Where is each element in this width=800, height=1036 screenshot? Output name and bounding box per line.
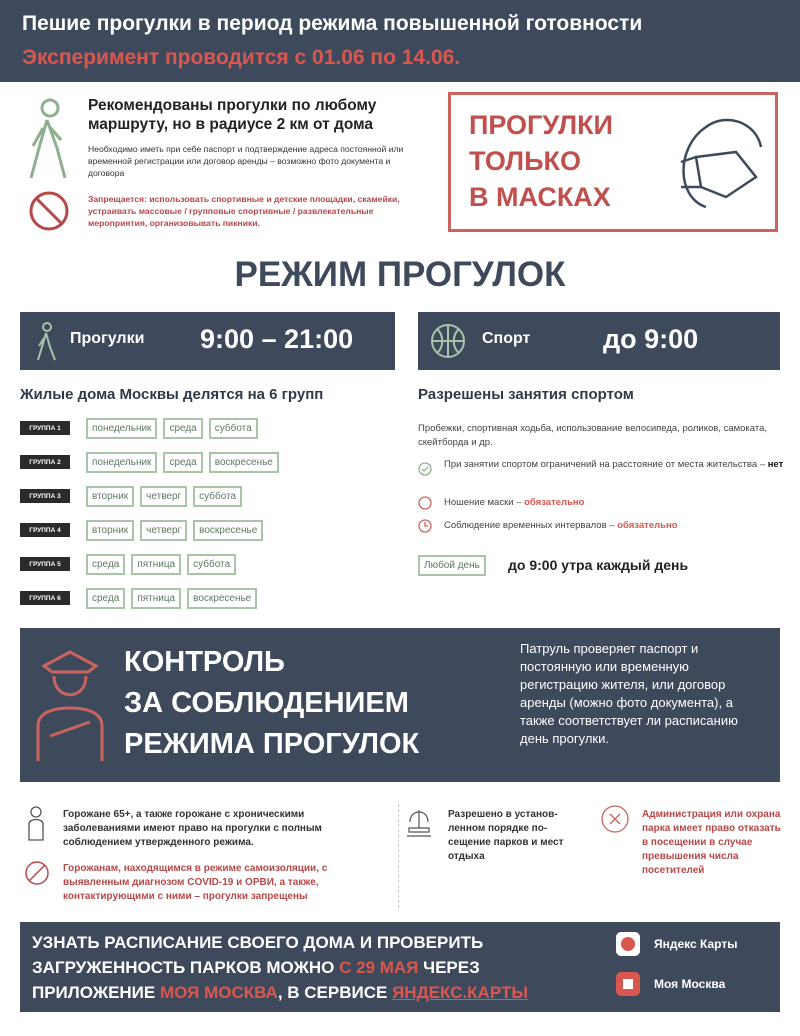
group-row: ГРУППА 1 понедельник среда суббота [20, 417, 258, 439]
my-moscow-link[interactable]: Моя Москва [654, 977, 726, 991]
day-chip: воскресенье [187, 587, 258, 609]
masks-only-box: ПРОГУЛКИ ТОЛЬКО В МАСКАХ [448, 92, 778, 232]
mask-icon [418, 496, 432, 510]
yandex-maps-icon[interactable] [616, 932, 640, 956]
page-title: Пешие прогулки в период режима повышенно… [22, 12, 643, 35]
elderly-note: Горожане 65+, а также горожане с хрониче… [63, 809, 322, 848]
group-row: ГРУППА 3 вторник четверг суббота [20, 485, 243, 507]
any-day-time: до 9:00 утра каждый день [508, 557, 689, 573]
header-band: Пешие прогулки в период режима повышенно… [0, 0, 800, 82]
day-chip: среда [163, 417, 203, 439]
day-chip: четверг [140, 485, 188, 507]
walks-label: Прогулки [70, 330, 145, 347]
day-chip: суббота [187, 553, 237, 575]
basketball-icon [431, 324, 465, 358]
groups-heading: Жилые дома Москвы делятся на 6 групп [20, 386, 324, 403]
control-block: КОНТРОЛЬ ЗА СОБЛЮДЕНИЕМ РЕЖИМА ПРОГУЛОК Па… [20, 628, 780, 782]
group-badge: ГРУППА 3 [20, 489, 70, 503]
walks-time: 9:00 – 21:00 [200, 324, 354, 354]
day-chip: пятница [131, 587, 182, 609]
isolation-note: Горожанам, находящимся в режиме самоизол… [63, 863, 328, 902]
footer-band: УЗНАТЬ РАСПИСАНИЕ СВОЕГО ДОМА И ПРОВЕРИТ… [20, 922, 780, 1012]
masks-only-text: ПРОГУЛКИ ТОЛЬКО В МАСКАХ [469, 110, 613, 212]
day-chip: воскресенье [208, 451, 279, 473]
no-virus-icon [25, 861, 49, 885]
day-chip: вторник [86, 485, 135, 507]
day-chip: суббота [208, 417, 258, 439]
group-badge: ГРУППА 4 [20, 523, 70, 537]
parks-note: Разрешено в установ-ленном порядке по-се… [448, 809, 564, 862]
day-chip: среда [86, 553, 126, 575]
yandex-maps-link[interactable]: Яндекс Карты [654, 937, 738, 951]
day-chip: понедельник [86, 451, 158, 473]
group-row: ГРУППА 2 понедельник среда воскресенье [20, 451, 279, 473]
group-badge: ГРУППА 6 [20, 591, 70, 605]
day-chip: понедельник [86, 417, 158, 439]
day-chip: воскресенье [193, 519, 264, 541]
footer-text: УЗНАТЬ РАСПИСАНИЕ СВОЕГО ДОМА И ПРОВЕРИТ… [32, 933, 528, 1002]
sport-description: Пробежки, спортивная ходьба, использован… [418, 423, 768, 448]
face-mask-icon [680, 118, 763, 209]
group-row: ГРУППА 6 среда пятница воскресенье [20, 587, 258, 609]
walk-mode-title: РЕЖИМ ПРОГУЛОК [234, 255, 566, 294]
walks-bar: Прогулки 9:00 – 21:00 [20, 312, 395, 370]
my-moscow-icon[interactable] [616, 972, 640, 996]
day-chip: среда [163, 451, 203, 473]
patrol-description: Патруль проверяет паспорт и постоянную и… [520, 641, 738, 746]
fountain-icon [407, 810, 431, 837]
day-chip: среда [86, 587, 126, 609]
recommendation-text: Рекомендованы прогулки по любому маршрут… [88, 97, 377, 133]
x-circle-icon [601, 805, 629, 833]
group-row: ГРУППА 5 среда пятница суббота [20, 553, 237, 575]
refuse-note: Администрация или охрана парка имеет пра… [642, 809, 781, 876]
elderly-person-icon [28, 806, 44, 841]
sport-time: до 9:00 [603, 324, 699, 354]
any-day-badge: Любой день [418, 555, 486, 576]
sport-rule-mask: Ношение маски – обязательно [444, 497, 585, 508]
control-title: КОНТРОЛЬ ЗА СОБЛЮДЕНИЕМ РЕЖИМА ПРОГУЛОК [124, 646, 420, 760]
divider [398, 804, 399, 908]
day-chip: вторник [86, 519, 135, 541]
day-chip: суббота [193, 485, 243, 507]
no-picnic-icon [29, 191, 69, 231]
walking-person-icon [29, 98, 67, 179]
walking-person-icon [37, 322, 56, 361]
clock-icon [418, 519, 432, 533]
group-badge: ГРУППА 1 [20, 421, 70, 435]
sport-heading: Разрешены занятия спортом [418, 386, 634, 403]
sport-rule-distance: При занятии спортом ограничений на расст… [444, 459, 784, 470]
sport-rule-intervals: Соблюдение временных интервалов – обязат… [444, 520, 678, 531]
patrol-officer-icon [36, 650, 104, 761]
group-badge: ГРУППА 5 [20, 557, 70, 571]
sport-bar: Спорт до 9:00 [418, 312, 780, 370]
day-chip: пятница [131, 553, 182, 575]
check-circle-icon [418, 462, 432, 476]
page-subtitle: Эксперимент проводится с 01.06 по 14.06. [22, 46, 461, 69]
group-row: ГРУППА 4 вторник четверг воскресенье [20, 519, 264, 541]
prohibited-text: Запрещается: использовать спортивные и д… [88, 194, 400, 228]
day-chip: четверг [140, 519, 188, 541]
group-badge: ГРУППА 2 [20, 455, 70, 469]
sport-label: Спорт [482, 330, 531, 347]
documents-note: Необходимо иметь при себе паспорт и подт… [88, 144, 404, 178]
